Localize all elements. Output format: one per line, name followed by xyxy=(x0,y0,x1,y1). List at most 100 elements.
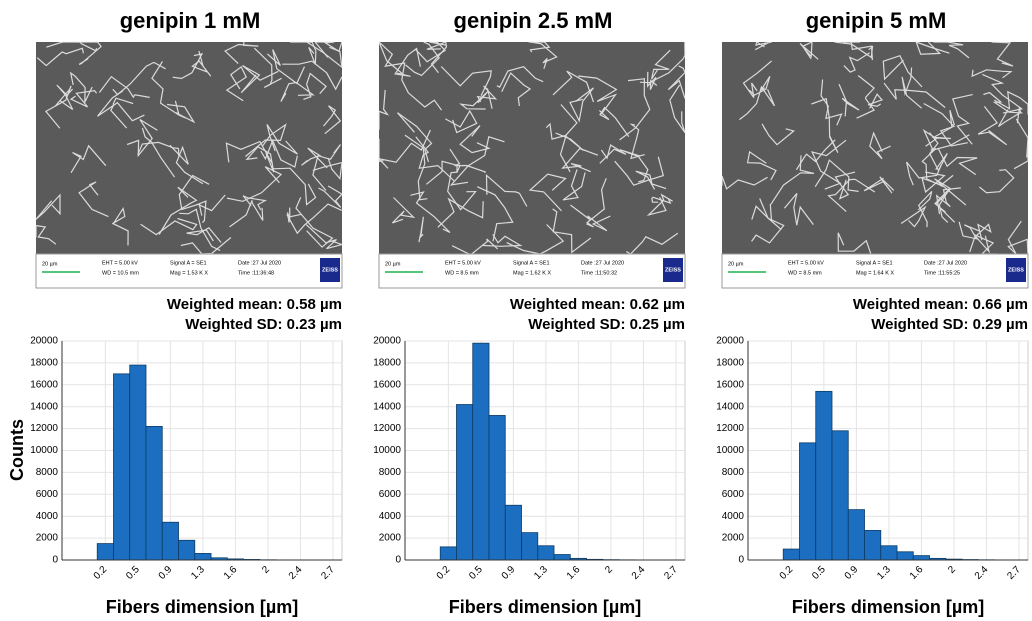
x-tick-label: 2 xyxy=(946,564,958,576)
sem-crack xyxy=(629,123,645,160)
x-tick-label: 1.6 xyxy=(222,564,240,582)
scale-label: 20 µm xyxy=(385,261,401,267)
sem-crack xyxy=(843,41,873,61)
sem-crack xyxy=(405,41,440,77)
sem-crack xyxy=(313,41,343,58)
info-text: Date :27 Jul 2020 xyxy=(238,260,281,266)
bar xyxy=(799,442,817,561)
sem-crack xyxy=(303,72,327,100)
sem-crack xyxy=(958,221,982,240)
sem-crack xyxy=(418,216,424,243)
sem-crack xyxy=(476,85,498,109)
y-tick-label: 20000 xyxy=(30,336,58,347)
sem-crack xyxy=(721,175,768,190)
y-tick-label: 18000 xyxy=(716,358,744,369)
sem-crack xyxy=(226,166,283,202)
sem-crack xyxy=(496,66,544,89)
sem-crack xyxy=(449,136,505,186)
sem-crack xyxy=(169,144,204,185)
sem-crack xyxy=(426,160,461,185)
sem-crack xyxy=(646,193,673,217)
bar xyxy=(504,504,522,561)
x-tick-label: 2.4 xyxy=(973,564,991,582)
sem-crack xyxy=(151,61,186,119)
sem-crack xyxy=(934,187,951,223)
bar xyxy=(553,554,571,561)
x-tick-label: 2.7 xyxy=(1005,564,1023,582)
x-tick-label: 2.4 xyxy=(287,564,305,582)
bar xyxy=(831,430,849,561)
annotation: Weighted SD: 0.25 µm xyxy=(528,316,685,333)
sem-crack xyxy=(404,134,428,201)
x-axis-label: Fibers dimension [µm] xyxy=(792,597,984,617)
sem-crack xyxy=(485,173,528,207)
sem-crack xyxy=(459,125,491,154)
sem-texture xyxy=(721,40,1029,255)
sem-crack xyxy=(46,41,98,52)
sem-crack xyxy=(619,78,651,141)
sem-crack xyxy=(323,105,342,135)
sem-crack xyxy=(937,147,978,176)
sem-crack xyxy=(530,41,558,69)
info-text: EHT = 5.00 kV xyxy=(788,260,824,266)
sem-crack xyxy=(969,223,992,253)
sem-crack xyxy=(295,197,334,248)
y-tick-label: 16000 xyxy=(30,379,58,390)
sem-crack xyxy=(820,79,843,126)
sem-crack xyxy=(811,139,847,190)
sem-crack xyxy=(415,136,455,182)
panel-title: genipin 2.5 mM xyxy=(454,8,613,33)
bar xyxy=(847,509,865,561)
bar xyxy=(537,545,555,561)
y-axis-label: Counts xyxy=(7,419,27,481)
sem-crack xyxy=(742,60,772,98)
sem-crack xyxy=(552,208,592,254)
sem-crack xyxy=(414,41,448,63)
sem-crack xyxy=(126,118,158,158)
sem-crack xyxy=(245,123,287,157)
bar xyxy=(880,545,898,561)
info-text: WD = 8.5 mm xyxy=(788,270,822,276)
sem-crack xyxy=(528,41,551,53)
sem-crack xyxy=(562,169,586,201)
sem-crack xyxy=(191,50,212,77)
x-tick-label: 0.9 xyxy=(500,564,518,582)
sem-crack xyxy=(98,75,150,99)
x-tick-label: 1.3 xyxy=(189,564,207,582)
sem-crack xyxy=(827,178,876,213)
sem-crack xyxy=(837,232,872,254)
sem-crack xyxy=(667,65,686,99)
y-tick-label: 16000 xyxy=(716,379,744,390)
sem-crack xyxy=(253,47,282,88)
bar xyxy=(782,548,800,561)
sem-crack xyxy=(599,144,627,164)
annotation: Weighted SD: 0.23 µm xyxy=(185,316,342,333)
sem-crack xyxy=(172,53,204,80)
sem-crack xyxy=(545,122,571,173)
annotation: Weighted SD: 0.29 µm xyxy=(871,316,1028,333)
sem-crack xyxy=(761,123,795,146)
sem-crack xyxy=(619,149,649,183)
sem-crack xyxy=(783,193,814,226)
sem-crack xyxy=(312,157,343,181)
sem-crack xyxy=(224,41,259,65)
sem-crack xyxy=(651,49,671,80)
sem-crack xyxy=(1013,118,1029,170)
sem-crack xyxy=(614,156,665,186)
sem-crack xyxy=(578,75,618,115)
sem-crack xyxy=(979,169,1015,194)
panel-title: genipin 5 mM xyxy=(806,8,947,33)
sem-crack xyxy=(179,208,221,252)
info-text: Time :11:50:32 xyxy=(581,270,617,276)
sem-crack xyxy=(928,132,948,172)
info-text: Signal A = SE1 xyxy=(170,260,207,266)
y-tick-label: 16000 xyxy=(373,379,401,390)
y-tick-label: 6000 xyxy=(379,489,402,500)
bar xyxy=(912,555,930,561)
sem-crack xyxy=(35,193,61,220)
sem-crack xyxy=(225,140,274,165)
scale-label: 20 µm xyxy=(728,261,744,267)
sem-crack xyxy=(111,206,129,246)
sem-crack xyxy=(555,104,584,151)
y-tick-label: 6000 xyxy=(722,489,745,500)
